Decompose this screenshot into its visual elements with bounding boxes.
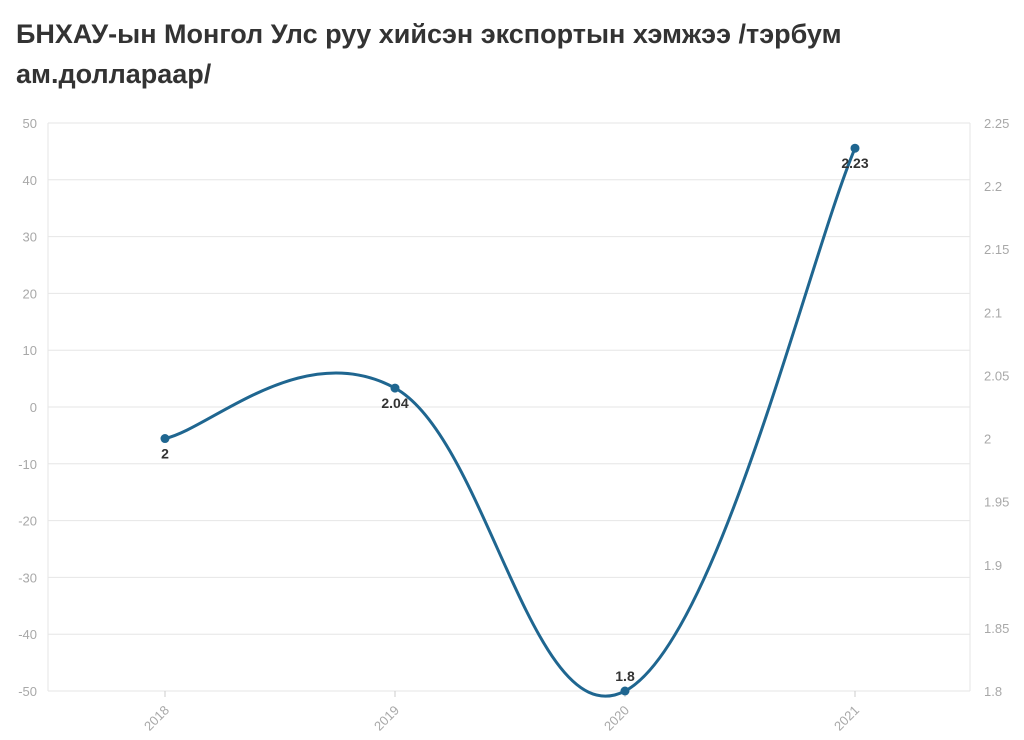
x-tick-label: 2019	[371, 703, 402, 734]
left-tick-label: -10	[18, 457, 37, 472]
left-tick-label: 30	[23, 230, 37, 245]
right-tick-label: 2.25	[984, 116, 1009, 131]
data-label: 1.8	[615, 668, 635, 684]
left-tick-label: -40	[18, 627, 37, 642]
right-tick-label: 1.8	[984, 684, 1002, 699]
x-axis: 2018 2019 2020 2021	[141, 703, 862, 734]
data-point	[620, 686, 630, 696]
right-tick-label: 2	[984, 432, 991, 447]
left-tick-label: 10	[23, 343, 37, 358]
gridlines	[47, 122, 971, 697]
left-tick-label: 0	[30, 400, 37, 415]
left-tick-label: 20	[23, 286, 37, 301]
data-point	[850, 143, 860, 153]
left-tick-label: -50	[18, 684, 37, 699]
right-tick-label: 2.1	[984, 305, 1002, 320]
data-label: 2.23	[841, 155, 868, 171]
x-tick-label: 2020	[601, 703, 632, 734]
chart-title: БНХАУ-ын Монгол Улс руу хийсэн экспортын…	[16, 19, 842, 89]
data-label: 2	[161, 446, 169, 462]
left-tick-label: 40	[23, 173, 37, 188]
data-label: 2.04	[381, 395, 408, 411]
x-tick-label: 2021	[831, 703, 862, 734]
right-tick-label: 1.85	[984, 621, 1009, 636]
data-point	[390, 383, 400, 393]
left-y-axis: 50 40 30 20 10 0 -10 -20 -30 -40 -50	[18, 116, 37, 699]
series-line	[163, 146, 857, 698]
right-tick-label: 1.95	[984, 495, 1009, 510]
right-tick-label: 2.2	[984, 179, 1002, 194]
right-tick-label: 2.05	[984, 368, 1009, 383]
series-group	[160, 143, 860, 698]
data-point	[160, 434, 170, 444]
right-y-axis: 2.25 2.2 2.15 2.1 2.05 2 1.95 1.9 1.85 1.8	[984, 116, 1009, 699]
left-tick-label: 50	[23, 116, 37, 131]
data-labels: 2 2.04 1.8 2.23	[161, 155, 869, 684]
left-tick-label: -20	[18, 514, 37, 529]
left-tick-label: -30	[18, 570, 37, 585]
right-tick-label: 1.9	[984, 558, 1002, 573]
x-tick-label: 2018	[141, 703, 172, 734]
right-tick-label: 2.15	[984, 242, 1009, 257]
